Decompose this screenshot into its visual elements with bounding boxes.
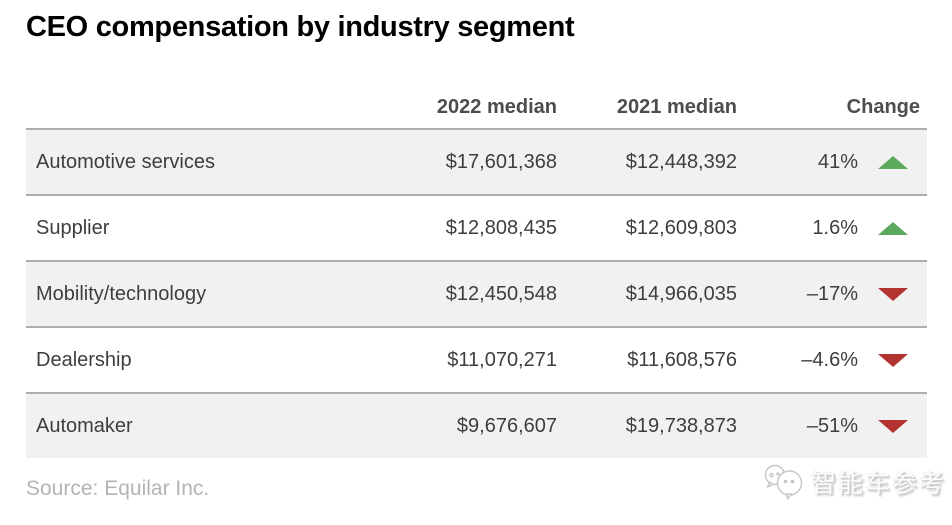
- value-2022-median: $12,450,548: [445, 282, 557, 305]
- row-label: Mobility/technology: [36, 282, 207, 305]
- table-row: Automaker $9,676,607 $19,738,873 –51%: [26, 392, 927, 458]
- compensation-table: 2022 median 2021 median Change Automotiv…: [26, 86, 927, 458]
- page-title: CEO compensation by industry segment: [26, 11, 575, 43]
- column-header-2021-median: 2021 median: [616, 95, 737, 118]
- table-row: Automotive services $17,601,368 $12,448,…: [26, 128, 927, 194]
- down-trend-icon: [877, 353, 908, 367]
- up-trend-icon: [877, 221, 908, 235]
- table-row: Mobility/technology $12,450,548 $14,966,…: [26, 260, 927, 326]
- column-header-change: Change: [846, 95, 920, 118]
- change-value: 1.6%: [812, 216, 858, 239]
- down-trend-icon: [877, 419, 908, 433]
- change-value: –51%: [806, 414, 858, 437]
- watermark: 智能车参考: [762, 463, 946, 501]
- value-2022-median: $12,808,435: [445, 216, 557, 239]
- table-header-row: 2022 median 2021 median Change: [26, 86, 927, 128]
- watermark-text: 智能车参考: [810, 470, 946, 498]
- up-trend-icon: [877, 155, 908, 169]
- wechat-chat-bubbles-icon: [764, 464, 803, 500]
- value-2021-median: $14,966,035: [625, 282, 737, 305]
- value-2022-median: $17,601,368: [445, 150, 557, 173]
- value-2021-median: $12,448,392: [625, 150, 737, 173]
- column-header-2022-median: 2022 median: [436, 95, 557, 118]
- row-label: Supplier: [36, 216, 110, 239]
- table-row: Supplier $12,808,435 $12,609,803 1.6%: [26, 194, 927, 260]
- change-value: –17%: [806, 282, 858, 305]
- value-2021-median: $12,609,803: [625, 216, 737, 239]
- source-attribution: Source: Equilar Inc.: [26, 477, 210, 500]
- value-2022-median: $9,676,607: [456, 414, 557, 437]
- value-2021-median: $19,738,873: [625, 414, 737, 437]
- down-trend-icon: [877, 287, 908, 301]
- value-2022-median: $11,070,271: [447, 348, 557, 371]
- table-row: Dealership $11,070,271 $11,608,576 –4.6%: [26, 326, 927, 392]
- row-label: Dealership: [36, 348, 132, 371]
- change-value: 41%: [817, 150, 858, 173]
- value-2021-median: $11,608,576: [627, 348, 737, 371]
- change-value: –4.6%: [801, 348, 858, 371]
- row-label: Automotive services: [36, 150, 215, 173]
- row-label: Automaker: [36, 414, 133, 437]
